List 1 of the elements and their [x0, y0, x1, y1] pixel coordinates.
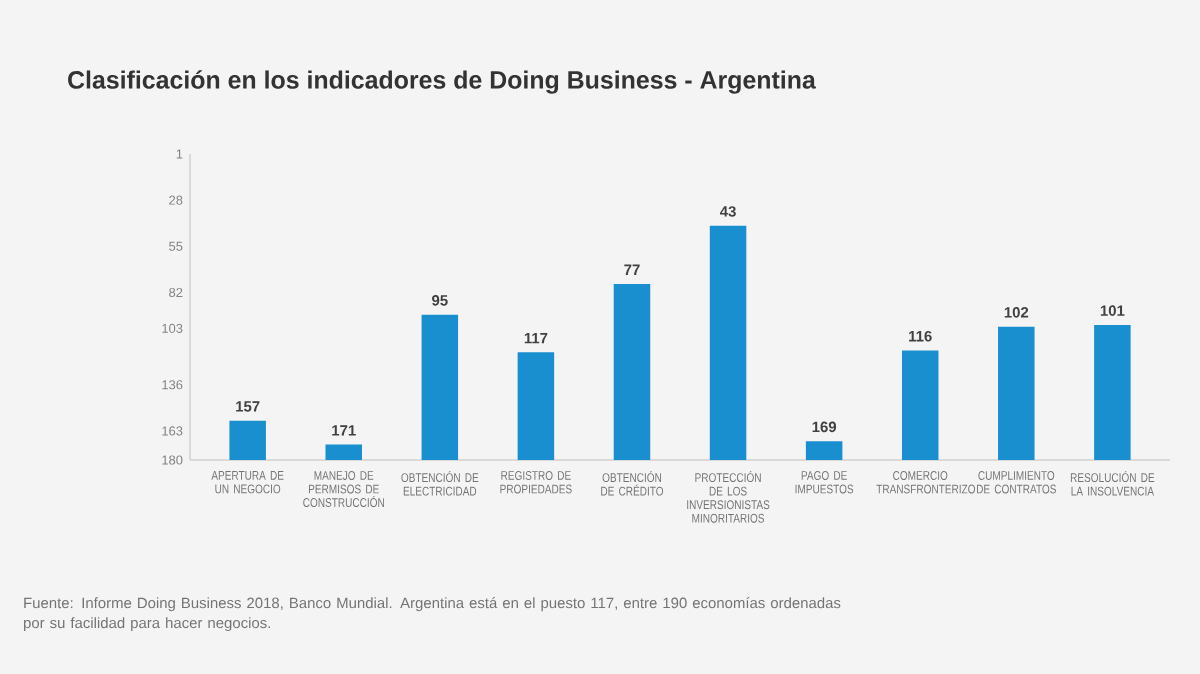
chart-title: Clasificación en los indicadores de Doing Business - Argentina [68, 70, 816, 94]
